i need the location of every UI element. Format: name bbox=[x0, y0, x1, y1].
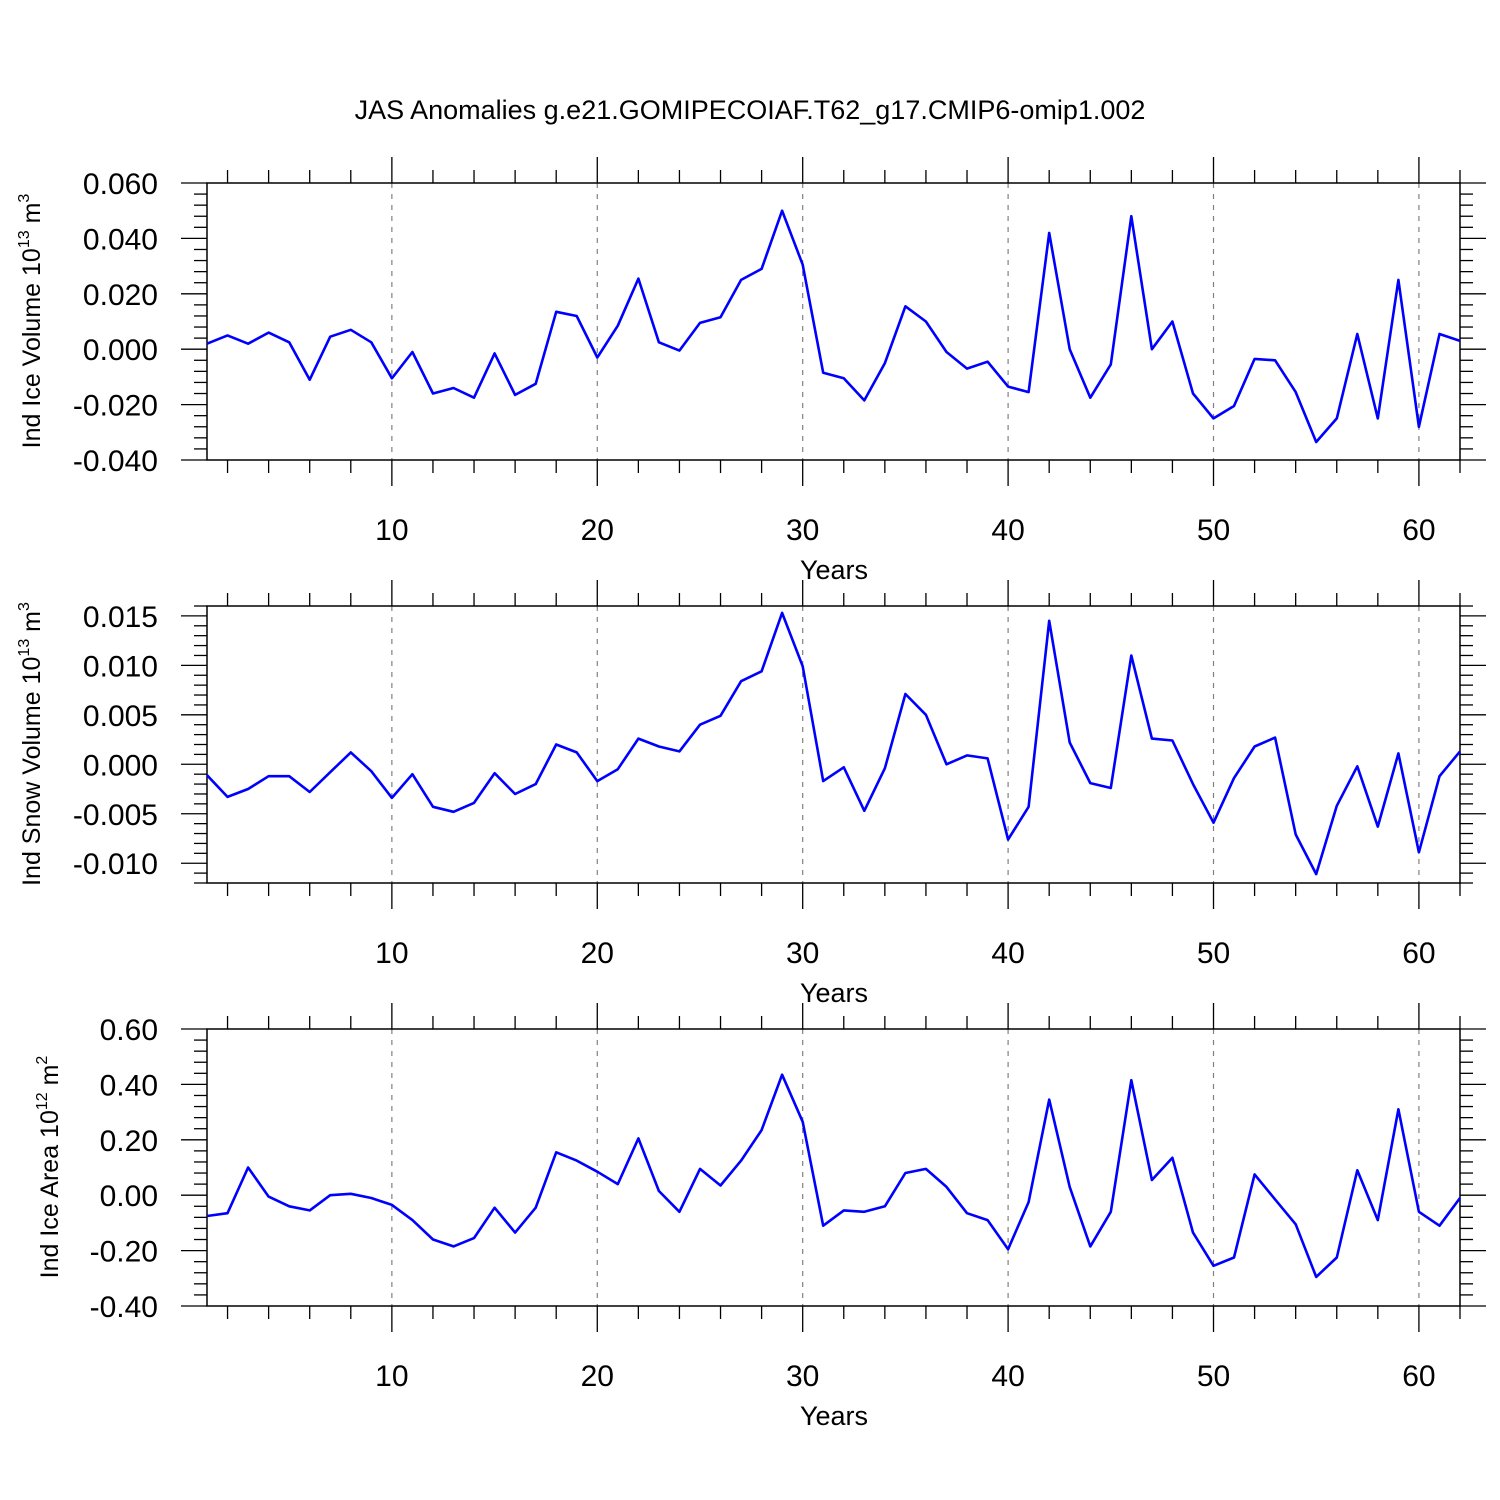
x-tick-label: 20 bbox=[581, 937, 614, 970]
x-tick-label: 40 bbox=[991, 514, 1024, 547]
y-tick-label: 0.20 bbox=[100, 1125, 158, 1158]
y-tick-label: 0.010 bbox=[83, 650, 158, 683]
x-tick-label: 20 bbox=[581, 514, 614, 547]
y-tick-label: 0.020 bbox=[83, 279, 158, 312]
y-axis-label: Ind Ice Area 1012 m2 bbox=[34, 1056, 64, 1279]
y-tick-label: 0.60 bbox=[100, 1014, 158, 1047]
figure-title: JAS Anomalies g.e21.GOMIPECOIAF.T62_g17.… bbox=[355, 95, 1146, 125]
y-axis-label: Ind Snow Volume 1013 m3 bbox=[16, 602, 46, 886]
x-tick-label: 20 bbox=[581, 1360, 614, 1393]
x-tick-label: 30 bbox=[786, 937, 819, 970]
x-axis-label: Years bbox=[800, 555, 868, 585]
y-tick-label: 0.060 bbox=[83, 168, 158, 201]
y-tick-label: 0.015 bbox=[83, 601, 158, 634]
y-tick-label: 0.005 bbox=[83, 700, 158, 733]
y-tick-label: -0.005 bbox=[73, 799, 158, 832]
x-tick-label: 60 bbox=[1402, 937, 1435, 970]
plot-frame bbox=[206, 605, 1461, 884]
x-tick-label: 30 bbox=[786, 514, 819, 547]
x-tick-label: 60 bbox=[1402, 1360, 1435, 1393]
x-axis-label: Years bbox=[800, 1401, 868, 1431]
y-tick-label: 0.40 bbox=[100, 1069, 158, 1102]
x-tick-label: 10 bbox=[375, 1360, 408, 1393]
series-line bbox=[206, 1073, 1462, 1279]
chart-panel-3: 10 20 30 40 50 60 Years -0.40 -0.20 0.00 0.20 0.40 0… bbox=[34, 1003, 1486, 1431]
x-tick-label: 60 bbox=[1402, 514, 1435, 547]
y-tick-label: 0.000 bbox=[83, 334, 158, 367]
y-tick-label: -0.40 bbox=[90, 1291, 158, 1324]
y-tick-label: -0.010 bbox=[73, 848, 158, 881]
x-tick-label: 50 bbox=[1197, 1360, 1230, 1393]
y-axis-label: Ind Ice Volume 1013 m3 bbox=[16, 194, 46, 449]
x-axis-label: Years bbox=[800, 978, 868, 1008]
x-tick-label: 40 bbox=[991, 1360, 1024, 1393]
plot-frame bbox=[206, 1028, 1461, 1307]
y-tick-label: 0.00 bbox=[100, 1180, 158, 1213]
y-tick-label: -0.20 bbox=[90, 1236, 158, 1269]
chart-panel-1: 10 20 30 40 50 60 Years -0.040 -0.020 0.000 0.020 0… bbox=[16, 157, 1486, 585]
y-tick-label: -0.020 bbox=[73, 390, 158, 423]
x-tick-label: 10 bbox=[375, 514, 408, 547]
x-tick-label: 50 bbox=[1197, 514, 1230, 547]
plot-frame bbox=[206, 182, 1461, 461]
series-line bbox=[206, 209, 1461, 444]
y-tick-label: -0.040 bbox=[73, 445, 158, 478]
x-tick-label: 30 bbox=[786, 1360, 819, 1393]
chart-panel-2: 10 20 30 40 50 60 Years -0.010 -0.005 0.000 0.005 0… bbox=[16, 580, 1486, 1008]
y-tick-label: 0.040 bbox=[83, 223, 158, 256]
x-tick-label: 10 bbox=[375, 937, 408, 970]
y-tick-label: 0.000 bbox=[83, 749, 158, 782]
x-tick-label: 40 bbox=[991, 937, 1024, 970]
x-tick-label: 50 bbox=[1197, 937, 1230, 970]
series-line bbox=[206, 611, 1462, 876]
